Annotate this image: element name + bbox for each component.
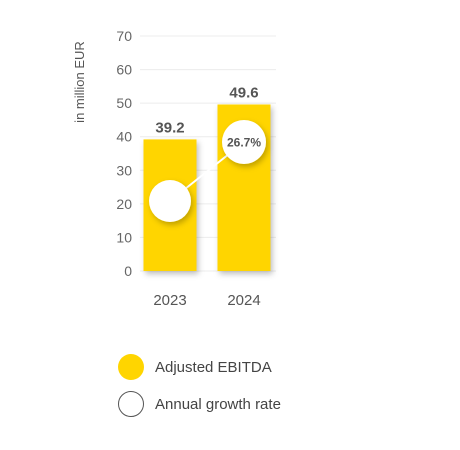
y-tick-label: 10: [116, 229, 132, 245]
growth-rate-series: 26.7%: [149, 120, 266, 222]
legend-item-annual-growth-rate: Annual growth rate: [118, 389, 281, 419]
y-tick-label: 40: [116, 129, 132, 145]
y-tick-label: 30: [116, 162, 132, 178]
growth-marker-2023: [149, 180, 191, 222]
legend: Adjusted EBITDA Annual growth rate: [118, 352, 281, 426]
bar-value-label: 49.6: [229, 84, 258, 101]
y-axis-ticks: 0 10 20 30 40 50 60 70: [116, 28, 132, 279]
x-axis-categories: 2023 2024: [153, 292, 260, 309]
growth-rate-label: 26.7%: [227, 136, 261, 150]
outline-circle-icon: [118, 391, 144, 417]
legend-label: Adjusted EBITDA: [155, 358, 272, 376]
x-category-label: 2023: [153, 292, 186, 309]
legend-label: Annual growth rate: [155, 395, 281, 413]
x-category-label: 2024: [227, 292, 260, 309]
filled-circle-icon: [118, 354, 144, 380]
legend-item-adjusted-ebitda: Adjusted EBITDA: [118, 352, 281, 382]
y-tick-label: 20: [116, 196, 132, 212]
y-tick-label: 70: [116, 28, 132, 44]
y-tick-label: 60: [116, 62, 132, 78]
y-tick-label: 0: [124, 263, 132, 279]
growth-marker-2024: [222, 120, 266, 164]
y-tick-label: 50: [116, 95, 132, 111]
value-labels: 39.2 49.6: [155, 84, 258, 136]
y-axis-title: in million EUR: [72, 41, 87, 123]
bar-value-label: 39.2: [155, 119, 184, 136]
